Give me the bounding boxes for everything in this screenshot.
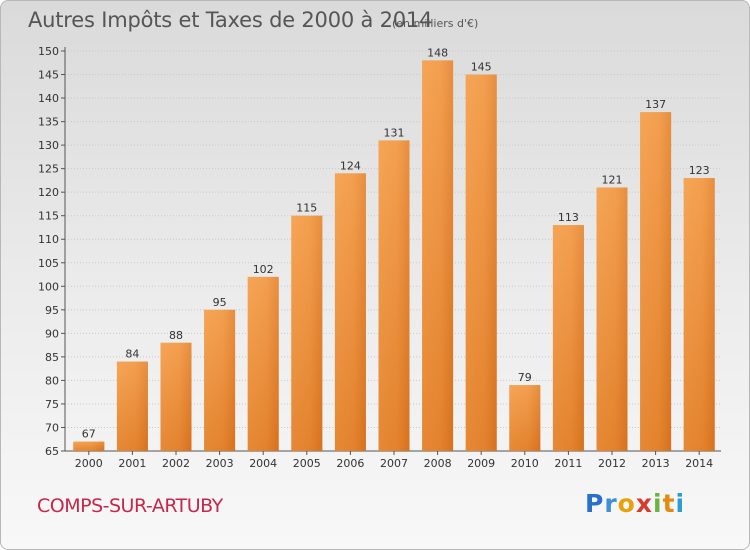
brand-letter: P (585, 489, 605, 518)
y-tick-label: 145 (38, 69, 59, 82)
data-label: 113 (558, 211, 579, 224)
y-tick-label: 70 (45, 421, 59, 434)
y-tick-label: 65 (45, 445, 59, 458)
data-label: 102 (253, 263, 274, 276)
bar-shade (291, 215, 323, 451)
bar-shade (596, 187, 628, 451)
y-tick-label: 75 (45, 398, 59, 411)
x-tick-label: 2013 (642, 457, 670, 470)
y-tick-label: 150 (38, 45, 59, 58)
bar-shade (204, 309, 236, 451)
x-tick-label: 2002 (162, 457, 190, 470)
data-label: 84 (125, 348, 139, 361)
bar-shade (247, 276, 279, 451)
data-label: 131 (384, 126, 405, 139)
bar-shade (683, 178, 715, 451)
bar-shade (116, 361, 148, 451)
x-tick-label: 2001 (118, 457, 146, 470)
brand-letter: o (617, 489, 636, 518)
data-labels: 67 84 88 95 102 115 124 131 148 145 79 113 121 137 123 (82, 46, 710, 440)
y-tick-label: 90 (45, 327, 59, 340)
bar-shade (378, 140, 410, 452)
chart-subtitle: (en milliers d'€) (392, 17, 479, 30)
bar-shade (422, 60, 454, 451)
x-tick-label: 2012 (598, 457, 626, 470)
brand-letter: x (635, 489, 653, 518)
y-tick-label: 85 (45, 351, 59, 364)
brand-letter: i (653, 489, 663, 518)
data-label: 67 (82, 428, 96, 441)
data-label: 123 (689, 164, 710, 177)
data-label: 121 (602, 173, 623, 186)
bar-shade (509, 385, 541, 451)
y-tick-label: 135 (38, 116, 59, 129)
bar-shade (640, 112, 672, 452)
x-tick-label: 2014 (685, 457, 713, 470)
x-tick-label: 2000 (75, 457, 103, 470)
x-tick-label: 2007 (380, 457, 408, 470)
x-tick-label: 2003 (206, 457, 234, 470)
data-label: 124 (340, 159, 361, 172)
x-tick-label: 2005 (293, 457, 321, 470)
data-label: 115 (296, 202, 317, 215)
y-tick-label: 140 (38, 92, 59, 105)
x-tick-label: 2011 (554, 457, 582, 470)
y-tick-label: 105 (38, 257, 59, 270)
data-label: 79 (518, 371, 532, 384)
chart-title: Autres Impôts et Taxes de 2000 à 2014 (28, 8, 433, 32)
data-label: 145 (471, 61, 492, 74)
y-tick-label: 125 (38, 163, 59, 176)
brand-letter: i (675, 489, 686, 518)
commune-name: COMPS-SUR-ARTUBY (37, 495, 223, 517)
data-label: 148 (427, 46, 448, 59)
y-tick-label: 110 (38, 233, 59, 246)
bar-shade (160, 342, 192, 451)
y-tick-label: 95 (45, 304, 59, 317)
bar-shade (552, 225, 584, 451)
bar-shade (73, 441, 105, 451)
bar-shade (465, 74, 497, 451)
x-tick-label: 2008 (424, 457, 452, 470)
y-tick-label: 80 (45, 374, 59, 387)
data-label: 137 (645, 98, 666, 111)
data-label: 95 (213, 296, 227, 309)
y-tick-label: 100 (38, 280, 59, 293)
x-tick-label: 2009 (467, 457, 495, 470)
x-tick-label: 2004 (249, 457, 277, 470)
y-tick-label: 115 (38, 210, 59, 223)
data-label: 88 (169, 329, 183, 342)
x-tick-label: 2010 (511, 457, 539, 470)
y-tick-label: 120 (38, 186, 59, 199)
y-tick-label: 130 (38, 139, 59, 152)
brand-letter: t (662, 489, 676, 518)
brand-logo[interactable]: Proxiti (585, 489, 685, 518)
x-tick-label: 2006 (336, 457, 364, 470)
bars (73, 60, 715, 452)
brand-letter: r (604, 489, 618, 518)
bar-shade (334, 173, 366, 451)
